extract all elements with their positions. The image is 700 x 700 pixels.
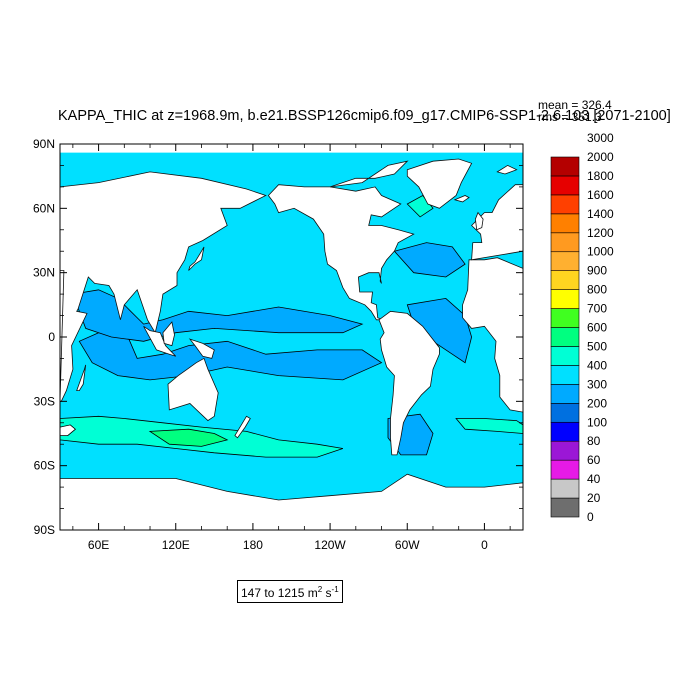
colorbar-label: 100: [587, 415, 607, 429]
rms-label: rms = 351.3: [538, 110, 602, 124]
range-text: 147 to 1215 m: [241, 586, 318, 600]
colorbar-box: [550, 421, 580, 442]
colorbar-label: 1000: [587, 245, 614, 259]
lat-label: 60N: [33, 201, 55, 215]
mean-label: mean = 326.4: [538, 98, 612, 112]
land-australia: [167, 357, 219, 422]
land-uk: [474, 211, 484, 231]
band-acc-600: [148, 428, 229, 447]
colorbar-box: [550, 194, 580, 215]
lat-label: 60S: [34, 459, 55, 473]
stats-block: mean = 326.4 rms = 351.3: [538, 99, 612, 123]
colorbar-box: [550, 251, 580, 271]
lat-label: 90S: [34, 523, 55, 537]
colorbar-label: 600: [587, 321, 607, 335]
colorbar-label: 1400: [587, 207, 614, 221]
colorbar-box: [550, 232, 580, 253]
lon-label: 120W: [314, 538, 346, 552]
colorbar-label: 1800: [587, 169, 614, 183]
colorbar-box: [550, 289, 580, 309]
colorbar-label: 0: [587, 510, 594, 524]
land-antarctica: [60, 473, 523, 530]
land-canada-arctic: [329, 160, 409, 188]
land-greenland: [406, 158, 473, 209]
colorbar-box: [550, 459, 580, 480]
band-north-atlantic: [393, 242, 466, 278]
colorbar-label: 20: [587, 491, 601, 505]
land-madagascar: [76, 364, 87, 392]
colorbar-box: [550, 270, 580, 290]
colorbar-box: [550, 175, 580, 196]
data-range-box: 147 to 1215 m2 s-1: [237, 580, 343, 603]
range-unit-s: s: [322, 586, 332, 600]
band-south-atlantic-500: [455, 418, 523, 434]
colorbar-label: 500: [587, 339, 607, 353]
range-unit-exp-m: 2: [317, 585, 323, 594]
colorbar-label: 60: [587, 453, 601, 467]
land-new-zealand: [234, 415, 251, 439]
colorbar-label: 300: [587, 377, 607, 391]
colorbar-label: 200: [587, 396, 607, 410]
colorbar-label: 1600: [587, 188, 614, 202]
colorbar-label: 900: [587, 264, 607, 278]
colorbar-box: [550, 346, 580, 366]
land-africa-west: [462, 257, 523, 413]
colorbar-box: [550, 403, 580, 423]
band-tropical-indo-pacific: [78, 327, 383, 381]
land-iceland: [453, 195, 470, 203]
colorbar-label: 80: [587, 434, 601, 448]
plot-title: KAPPA_THIC at z=1968.9m, b.e21.BSSP126cm…: [58, 108, 671, 124]
land-svalbard: [496, 164, 518, 175]
land-new-guinea: [188, 338, 215, 359]
colorbar-label: 3000: [587, 131, 614, 145]
colorbar-box: [550, 213, 580, 234]
colorbar-box: [550, 308, 580, 328]
land-eurasia: [60, 171, 267, 402]
land-indonesia: [143, 325, 177, 357]
band-southern-ocean-white: [60, 424, 77, 437]
land-south-america: [378, 310, 440, 456]
map-layer: [60, 152, 523, 530]
land-japan: [188, 246, 205, 271]
colorbar-label: 400: [587, 358, 607, 372]
land-africa-east: [60, 270, 65, 402]
colorbar-label: 1200: [587, 226, 614, 240]
lat-label: 30N: [33, 266, 55, 280]
lon-label: 120E: [162, 538, 190, 552]
colorbar-box: [550, 384, 580, 404]
lon-label: 60E: [88, 538, 109, 552]
lat-label: 0: [48, 330, 55, 344]
colorbar-label: 40: [587, 472, 601, 486]
colorbar-box: [550, 365, 580, 385]
colorbar-label: 800: [587, 283, 607, 297]
land-borneo: [162, 321, 175, 347]
lon-label: 180: [243, 538, 263, 552]
lon-label: 0: [481, 538, 488, 552]
colorbar-box: [550, 478, 580, 499]
lat-label: 30S: [34, 394, 55, 408]
colorbar: 0 20 40 60 80 100 200 300 400 500 600 700 800 900 1000…: [550, 131, 614, 524]
land-north-america: [267, 184, 415, 321]
range-unit-exp-s: -1: [331, 585, 339, 594]
axes-layer: 90N 60N 30N 0 30S 60S 90S 60E 120E 180 120W 60W 0: [33, 137, 523, 552]
colorbar-box: [550, 327, 580, 347]
colorbar-box: [550, 440, 580, 461]
colorbar-box: [550, 497, 580, 518]
lat-label: 90N: [33, 137, 55, 151]
lon-label: 60W: [395, 538, 420, 552]
colorbar-label: 700: [587, 302, 607, 316]
land-europe: [471, 184, 523, 261]
colorbar-box: [550, 156, 580, 177]
colorbar-label: 2000: [587, 150, 614, 164]
